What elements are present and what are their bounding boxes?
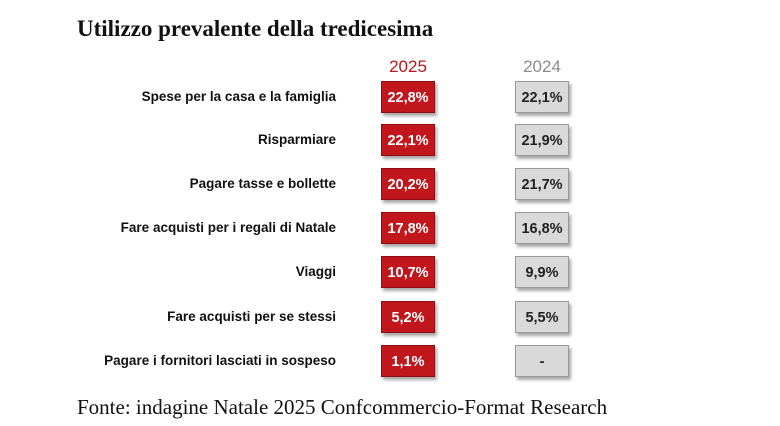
row-label: Pagare tasse e bollette — [189, 176, 336, 191]
value-cell-2025: 10,7% — [381, 256, 435, 288]
chart-title: Utilizzo prevalente della tredicesima — [77, 16, 434, 41]
row-label: Viaggi — [295, 264, 336, 279]
value-cell-2025: 1,1% — [381, 345, 435, 377]
value-cell-2024: 5,5% — [515, 301, 569, 333]
source-note: Fonte: indagine Natale 2025 Confcommerci… — [77, 395, 608, 419]
value-cell-2025: 17,8% — [381, 212, 435, 244]
value-cell-2025: 5,2% — [381, 301, 435, 333]
value-cell-2025: 20,2% — [381, 168, 435, 200]
row-label: Fare acquisti per se stessi — [167, 309, 336, 324]
value-cell-2024: - — [515, 345, 569, 377]
row-label: Pagare i fornitori lasciati in sospeso — [104, 353, 336, 368]
value-cell-2024: 21,7% — [515, 168, 569, 200]
value-cell-2024: 21,9% — [515, 124, 569, 156]
value-cell-2025: 22,1% — [381, 124, 435, 156]
column-header-2024: 2024 — [523, 57, 561, 76]
value-cell-2025: 22,8% — [381, 81, 435, 113]
row-label: Spese per la casa e la famiglia — [141, 89, 336, 104]
value-cell-2024: 16,8% — [515, 212, 569, 244]
value-cell-2024: 9,9% — [515, 256, 569, 288]
value-cell-2024: 22,1% — [515, 81, 569, 113]
column-header-2025: 2025 — [389, 57, 427, 76]
row-label: Risparmiare — [257, 132, 336, 147]
row-label: Fare acquisti per i regali di Natale — [120, 220, 336, 235]
